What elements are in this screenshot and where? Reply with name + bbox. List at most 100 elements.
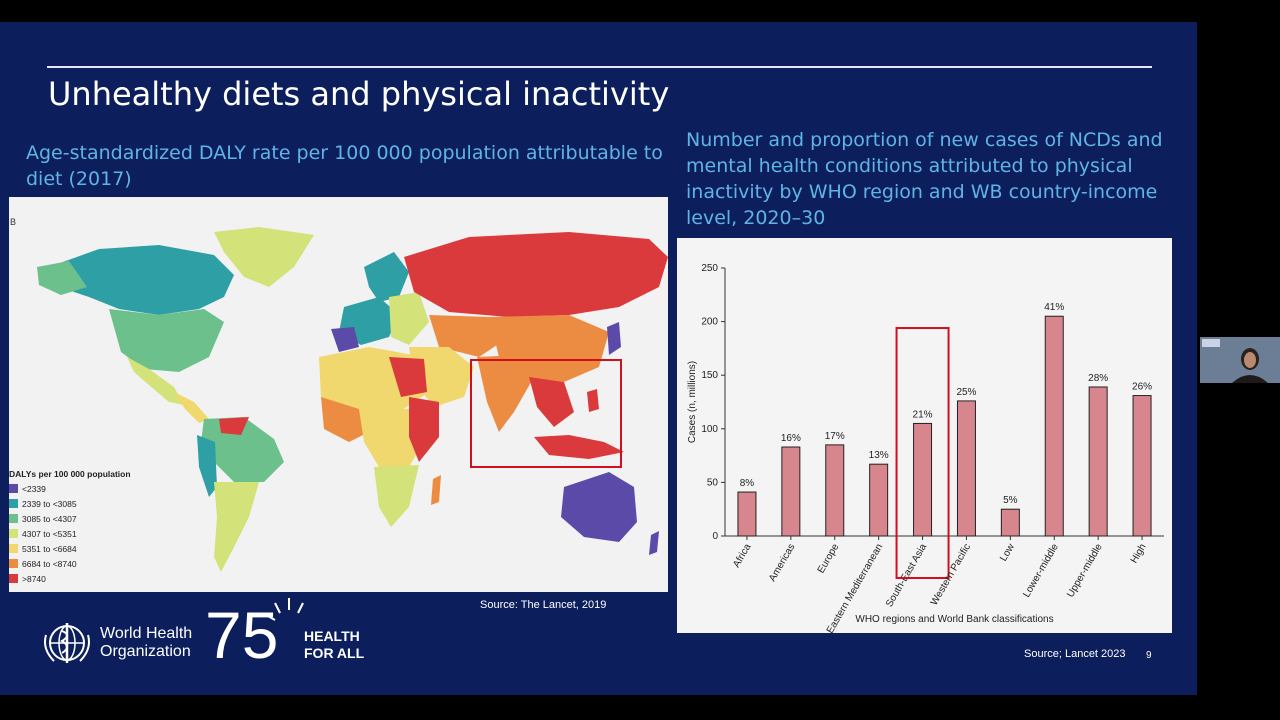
region-eastern-europe — [389, 292, 429, 345]
bar-chart: 0 50 100 150 200 250 Cases (n, millions) 8% Afri… — [687, 263, 1164, 636]
legend-swatch — [9, 484, 18, 493]
bar — [913, 422, 933, 537]
region-central-america — [174, 392, 209, 423]
bar — [956, 400, 976, 537]
bar — [737, 491, 757, 537]
x-tick-label: Low — [998, 541, 1017, 563]
who-wordmark-line2: Organization — [100, 643, 191, 660]
map-legend-title: DALYs per 100 000 population — [9, 469, 131, 479]
region-russia — [404, 232, 668, 317]
tagline-line2: FOR ALL — [304, 645, 365, 661]
world-map-panel: B — [9, 197, 668, 592]
emblem-number: 75 — [205, 598, 278, 664]
bar-data-label: 28% — [1088, 373, 1108, 384]
south-east-asia-highlight-box — [470, 359, 622, 468]
bar-data-label: 8% — [740, 478, 755, 489]
region-indonesia — [534, 435, 624, 459]
bar — [1088, 386, 1108, 537]
slide-title: Unhealthy diets and physical inactivity — [48, 75, 670, 113]
y-tick-label: 150 — [701, 370, 718, 381]
map-source: Source: The Lancet, 2019 — [480, 599, 607, 611]
region-philippines — [587, 389, 599, 412]
chart-subtitle: Number and proportion of new cases of NC… — [686, 129, 1163, 229]
region-south-america-south — [214, 482, 259, 572]
legend-swatch — [9, 574, 18, 583]
legend-entry: 5351 to <6684 — [9, 541, 131, 556]
legend-entry: 2339 to <3085 — [9, 496, 131, 511]
y-tick-label: 100 — [701, 424, 718, 435]
legend-swatch — [9, 544, 18, 553]
region-canada — [49, 245, 234, 315]
region-alaska — [37, 261, 87, 295]
who-wordmark-line1: World Health — [100, 625, 193, 642]
map-panel-label: B — [10, 217, 16, 227]
legend-label: 2339 to <3085 — [22, 498, 77, 509]
legend-entry: 4307 to <5351 — [9, 526, 131, 541]
region-east-africa — [409, 397, 439, 462]
region-china — [489, 315, 609, 382]
chart-source: Source; Lancet 2023 — [1024, 648, 1126, 660]
legend-swatch — [9, 529, 18, 538]
x-tick-label: Upper-middle — [1065, 542, 1105, 600]
legend-swatch — [9, 559, 18, 568]
bar-data-label: 16% — [781, 433, 801, 444]
legend-entry: >8740 — [9, 571, 131, 586]
tagline-line1: HEALTH — [304, 628, 360, 644]
y-tick-label: 200 — [701, 317, 718, 328]
region-andes — [197, 435, 217, 497]
bar — [1044, 315, 1064, 537]
page-number: 9 — [1146, 650, 1152, 661]
legend-label: <2339 — [22, 483, 46, 494]
legend-swatch — [9, 499, 18, 508]
bar — [1132, 395, 1152, 537]
region-japan — [607, 322, 621, 355]
bar-data-label: 25% — [956, 387, 976, 398]
presentation-slide: Unhealthy diets and physical inactivity … — [0, 22, 1197, 695]
bar — [781, 446, 801, 537]
who-logo: World Health Organization — [40, 619, 192, 667]
region-south-america-north — [201, 417, 284, 482]
region-new-zealand — [649, 531, 659, 555]
region-venezuela — [219, 417, 249, 435]
bar-data-label: 17% — [825, 431, 845, 442]
x-tick-label: Africa — [731, 542, 754, 570]
who-emblem-icon — [44, 623, 90, 663]
region-southeast-asia — [529, 377, 574, 427]
x-tick-label: Western Pacific — [929, 542, 973, 608]
map-legend: DALYs per 100 000 population <2339 2339 t… — [9, 469, 131, 586]
seventy-five-emblem: 75 — [205, 598, 304, 664]
sun-rays-icon — [265, 598, 304, 621]
region-central-asia — [429, 315, 509, 357]
x-tick-label: Europe — [816, 542, 842, 576]
legend-entry: 6684 to <8740 — [9, 556, 131, 571]
x-axis-label: WHO regions and World Bank classificatio… — [855, 614, 1053, 625]
x-tick-label: South-East Asia — [884, 542, 929, 609]
region-mexico — [127, 357, 184, 405]
bar-data-label: 5% — [1003, 495, 1018, 506]
region-iberia — [331, 327, 359, 352]
x-tick-label: Lower-middle — [1021, 542, 1061, 600]
bar-data-label: 21% — [913, 409, 933, 420]
presenter-webcam[interactable] — [1200, 337, 1280, 383]
health-for-all-tagline: HEALTH FOR ALL — [304, 628, 364, 662]
title-divider — [47, 66, 1152, 68]
region-australia — [561, 472, 637, 542]
world-map: B — [10, 217, 668, 572]
map-subtitle: Age-standardized DALY rate per 100 000 p… — [26, 142, 663, 190]
region-india — [477, 355, 534, 432]
bar — [825, 444, 845, 537]
bar — [1000, 508, 1020, 537]
y-tick-label: 50 — [707, 477, 719, 488]
legend-label: >8740 — [22, 573, 46, 584]
who-wordmark: World Health Organization — [100, 625, 192, 661]
region-greenland — [214, 227, 314, 287]
region-southern-africa — [374, 465, 419, 527]
bar-data-label: 26% — [1132, 382, 1152, 393]
x-tick-label: High — [1129, 542, 1149, 565]
x-tick-label: Americas — [767, 542, 797, 584]
legend-entry: <2339 — [9, 481, 131, 496]
presenter-avatar-icon — [1200, 337, 1280, 383]
bar — [869, 463, 889, 537]
highlight-box — [895, 327, 950, 579]
region-usa — [109, 309, 224, 372]
